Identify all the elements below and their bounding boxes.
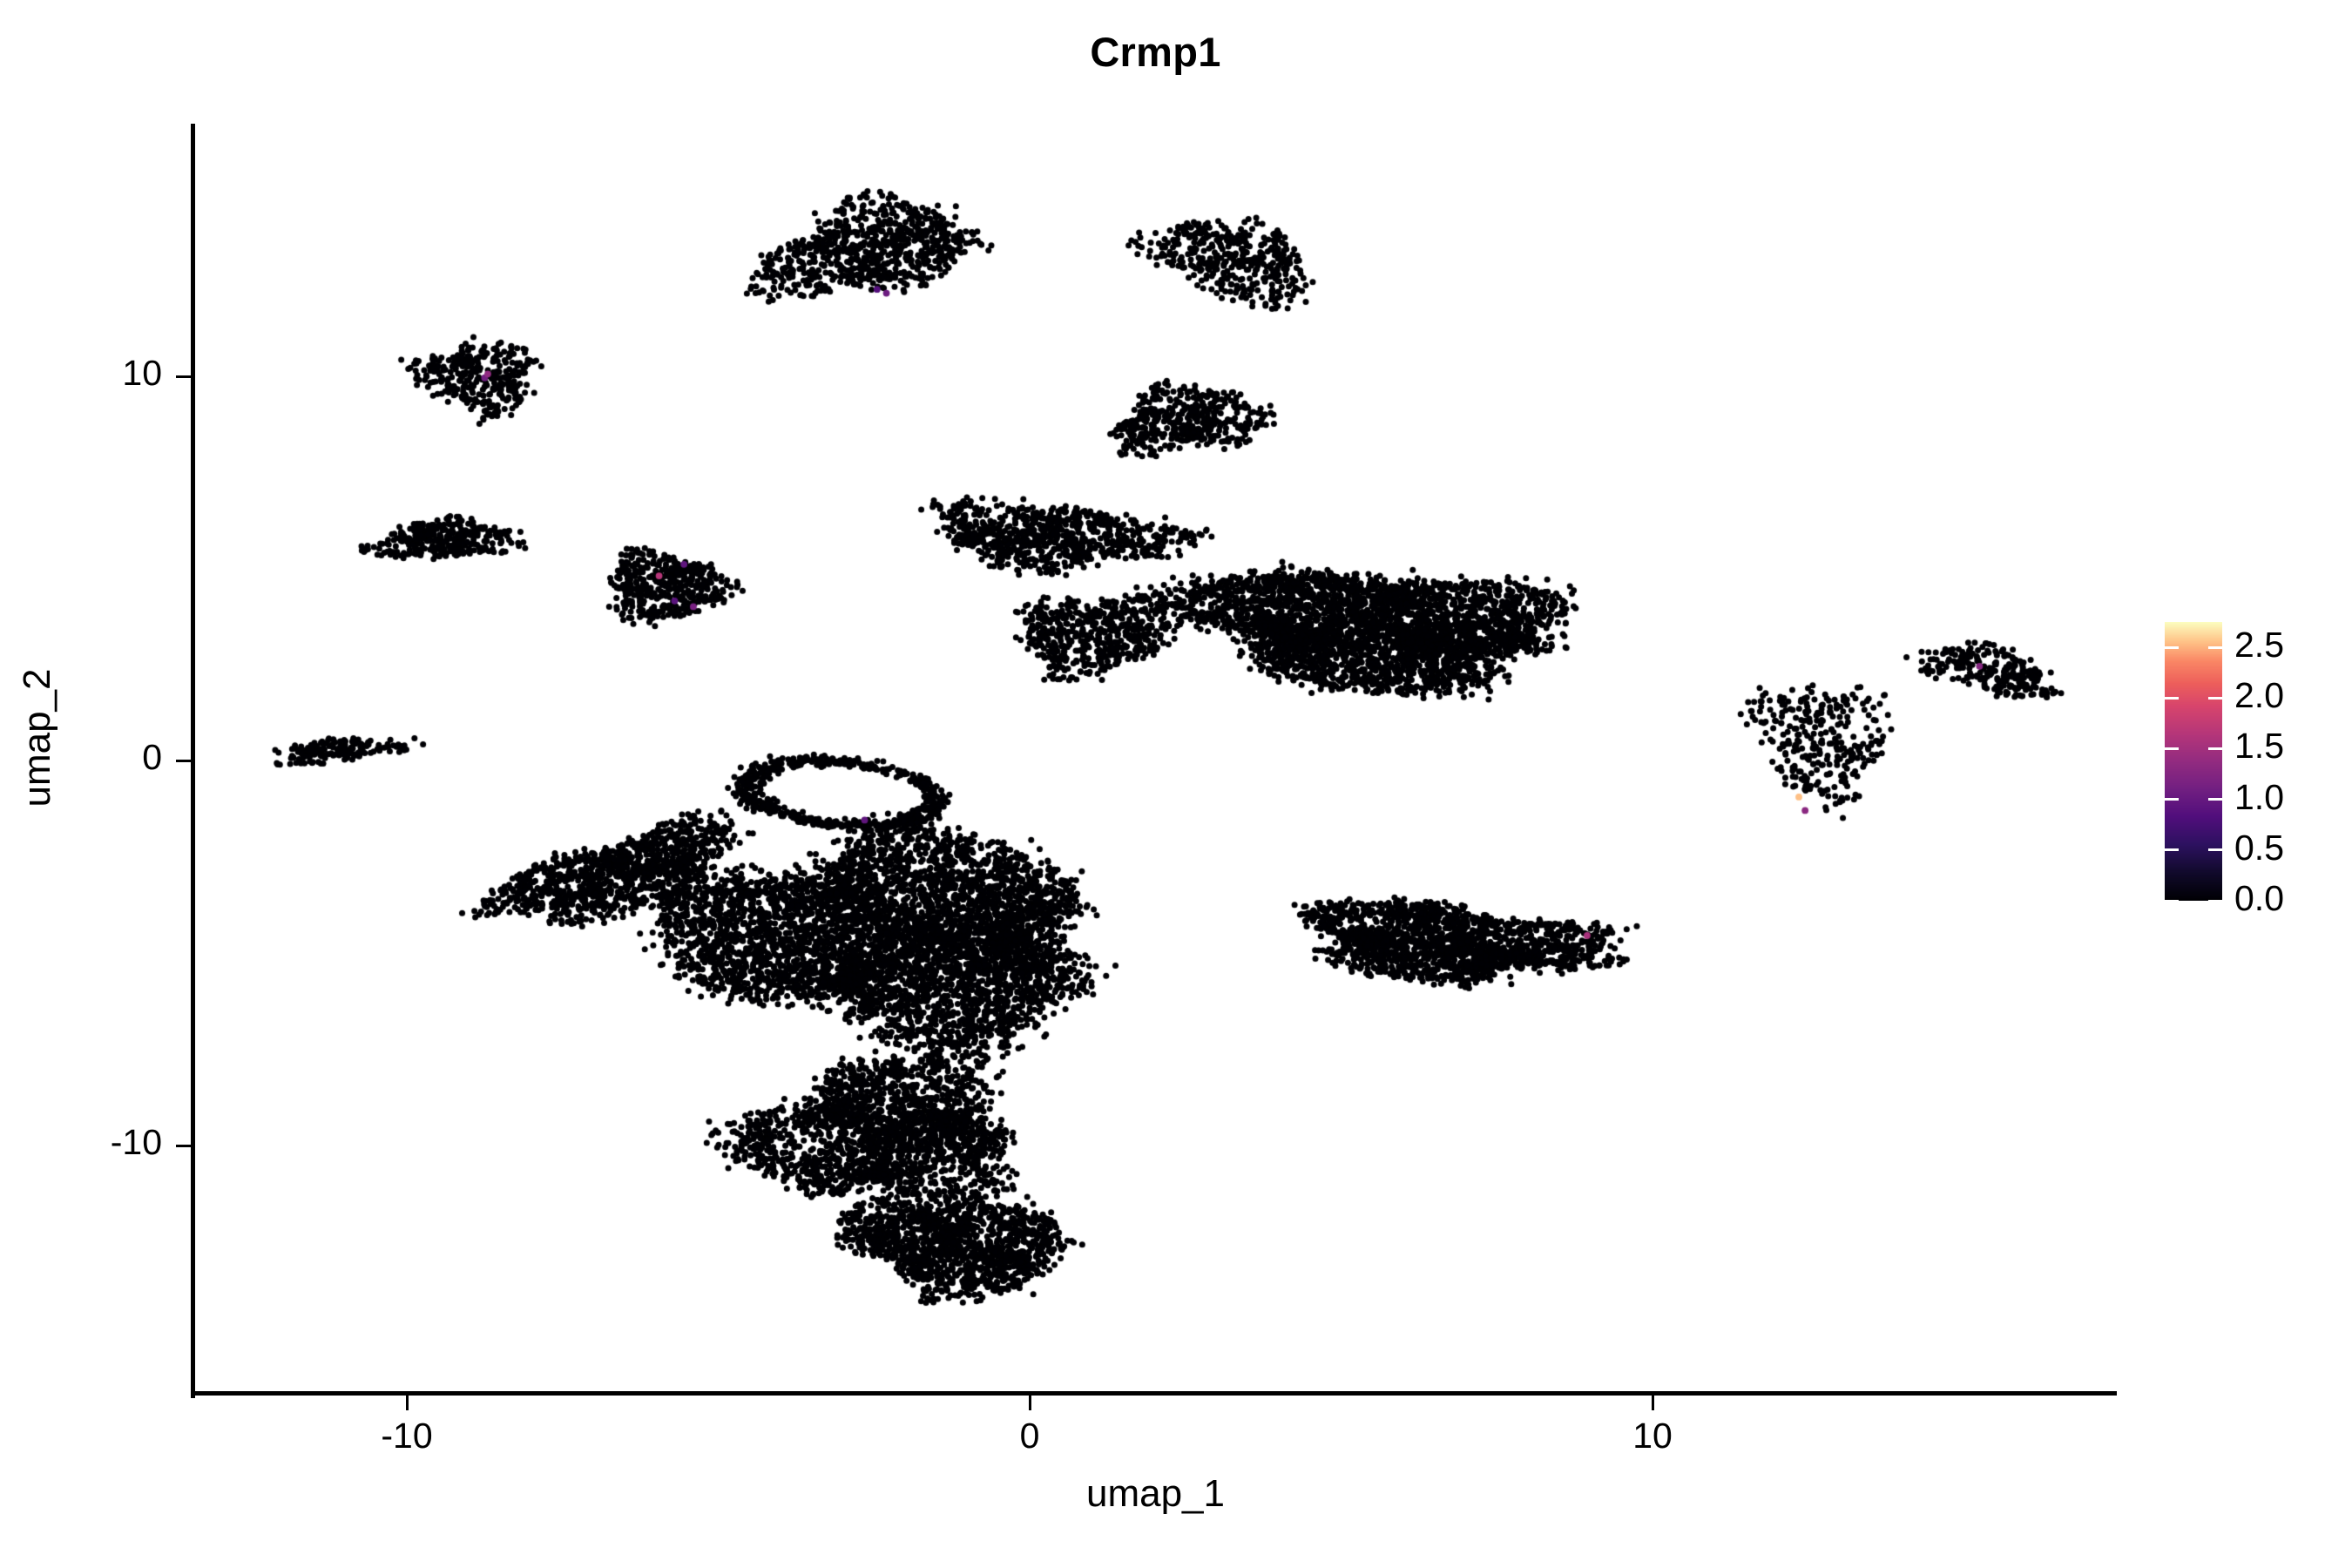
x-tick-mark [1029, 1396, 1031, 1410]
x-axis-label: umap_1 [1085, 1472, 1225, 1515]
color-legend: 0.0 0.5 1.0 1.5 2.0 2.5 [2165, 622, 2322, 918]
x-axis-line [191, 1391, 2117, 1396]
plot-panel [194, 124, 2117, 1395]
colorbar-canvas [2165, 622, 2222, 901]
x-tick-mark [406, 1396, 409, 1410]
x-tick-label: 0 [1019, 1416, 1040, 1456]
colorbar-tick-label: 0.5 [2234, 827, 2284, 868]
scatter-point-cloud [194, 124, 2117, 1395]
x-tick-mark [1652, 1396, 1654, 1410]
page-title: Crmp1 [1090, 29, 1221, 75]
colorbar-tick-label: 1.5 [2234, 726, 2284, 767]
colorbar-gradient [2165, 622, 2222, 901]
x-tick-label: -10 [381, 1416, 433, 1456]
y-tick-mark [176, 375, 191, 378]
x-tick-label: 10 [1632, 1416, 1673, 1456]
colorbar-tick-label: 1.0 [2234, 776, 2284, 817]
y-tick-label: 10 [122, 352, 162, 393]
colorbar-tick-label: 2.0 [2234, 675, 2284, 716]
y-tick-mark [176, 1144, 191, 1147]
y-axis-label: umap_2 [16, 668, 58, 808]
colorbar-tick-label: 2.5 [2234, 625, 2284, 666]
y-tick-label: 0 [142, 737, 162, 777]
colorbar-tick-label: 0.0 [2234, 878, 2284, 918]
y-tick-label: -10 [110, 1121, 162, 1162]
y-axis-line [191, 124, 195, 1398]
y-tick-mark [176, 760, 191, 762]
